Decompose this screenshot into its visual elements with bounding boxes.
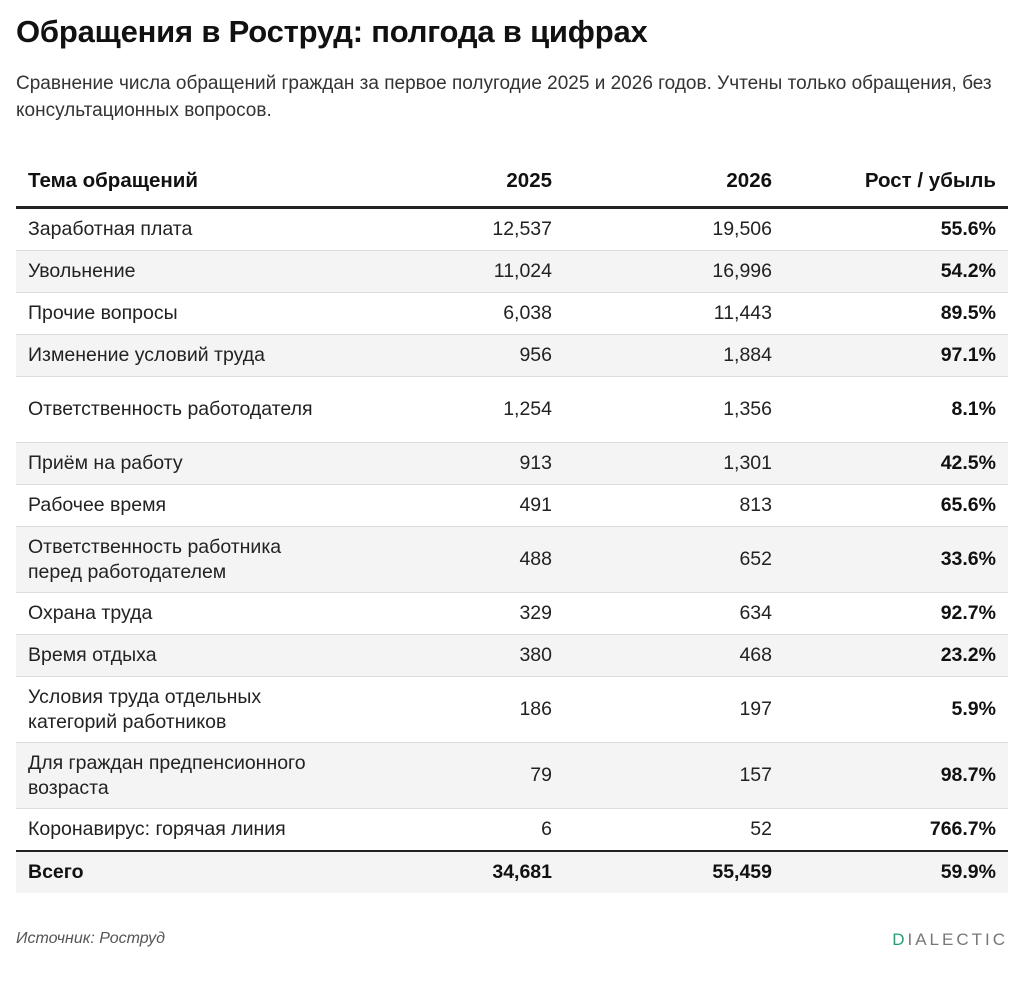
row-value-2025: 11,024	[346, 250, 564, 293]
row-value-2026: 157	[564, 742, 784, 809]
brand-logo-letter: D	[892, 930, 908, 949]
brand-logo-text: IALECTIC	[907, 930, 1008, 949]
brand-logo: DIALECTIC	[892, 930, 1008, 950]
column-header-2025: 2025	[346, 156, 564, 209]
row-change: 8.1%	[784, 376, 1008, 443]
row-change: 766.7%	[784, 808, 1008, 852]
table-row: Ответственность работника перед работода…	[16, 526, 1008, 593]
table-row: Коронавирус: горячая линия 6 52 766.7%	[16, 808, 1008, 852]
table-row: Увольнение 11,024 16,996 54.2%	[16, 250, 1008, 293]
row-value-2026: 197	[564, 676, 784, 743]
table-row: Время отдыха 380 468 23.2%	[16, 634, 1008, 677]
source-note: Источник: Роструд	[16, 930, 165, 947]
row-change: 42.5%	[784, 442, 1008, 485]
total-row: Всего 34,681 55,459 59.9%	[16, 851, 1008, 893]
table-row: Приём на работу 913 1,301 42.5%	[16, 442, 1008, 485]
row-topic: Заработная плата	[16, 207, 346, 251]
total-2025: 34,681	[346, 851, 564, 893]
row-topic: Ответственность работодателя	[16, 376, 346, 443]
table-row: Изменение условий труда 956 1,884 97.1%	[16, 334, 1008, 377]
row-topic: Время отдыха	[16, 634, 346, 677]
table-row: Заработная плата 12,537 19,506 55.6%	[16, 207, 1008, 251]
row-value-2025: 329	[346, 592, 564, 635]
page-title: Обращения в Роструд: полгода в цифрах	[16, 14, 648, 49]
total-change: 59.9%	[784, 851, 1008, 893]
page-subtitle: Сравнение числа обращений граждан за пер…	[16, 73, 992, 121]
row-value-2025: 79	[346, 742, 564, 809]
row-topic: Увольнение	[16, 250, 346, 293]
row-value-2025: 913	[346, 442, 564, 485]
row-change: 92.7%	[784, 592, 1008, 635]
row-change: 97.1%	[784, 334, 1008, 377]
row-value-2026: 652	[564, 526, 784, 593]
row-change: 23.2%	[784, 634, 1008, 677]
row-value-2026: 1,356	[564, 376, 784, 443]
row-value-2025: 491	[346, 484, 564, 527]
row-topic: Коронавирус: горячая линия	[16, 808, 346, 852]
row-value-2025: 6	[346, 808, 564, 852]
row-change: 98.7%	[784, 742, 1008, 809]
row-value-2026: 634	[564, 592, 784, 635]
row-value-2025: 956	[346, 334, 564, 377]
row-value-2025: 380	[346, 634, 564, 677]
data-table: Тема обращений 2025 2026 Рост / убыль За…	[16, 156, 1008, 893]
table-header: Тема обращений 2025 2026 Рост / убыль	[16, 156, 1008, 209]
column-header-2026: 2026	[564, 156, 784, 209]
row-value-2026: 468	[564, 634, 784, 677]
row-topic: Рабочее время	[16, 484, 346, 527]
row-value-2025: 1,254	[346, 376, 564, 443]
table-row: Охрана труда 329 634 92.7%	[16, 592, 1008, 635]
row-value-2026: 19,506	[564, 207, 784, 251]
table-row: Прочие вопросы 6,038 11,443 89.5%	[16, 292, 1008, 335]
total-2026: 55,459	[564, 851, 784, 893]
row-value-2026: 1,884	[564, 334, 784, 377]
row-topic: Приём на работу	[16, 442, 346, 485]
table-row: Рабочее время 491 813 65.6%	[16, 484, 1008, 527]
table-body: Заработная плата 12,537 19,506 55.6% Увольне…	[16, 207, 1008, 852]
row-change: 54.2%	[784, 250, 1008, 293]
table-total: Всего 34,681 55,459 59.9%	[16, 851, 1008, 893]
row-value-2026: 52	[564, 808, 784, 852]
row-change: 33.6%	[784, 526, 1008, 593]
row-value-2025: 6,038	[346, 292, 564, 335]
total-label: Всего	[16, 851, 346, 893]
row-value-2025: 12,537	[346, 207, 564, 251]
row-value-2026: 11,443	[564, 292, 784, 335]
table-row: Ответственность работодателя 1,254 1,356 8.…	[16, 376, 1008, 443]
row-change: 55.6%	[784, 207, 1008, 251]
row-topic: Изменение условий труда	[16, 334, 346, 377]
row-value-2026: 1,301	[564, 442, 784, 485]
row-change: 89.5%	[784, 292, 1008, 335]
column-header-topic: Тема обращений	[16, 156, 346, 209]
row-topic: Для граждан предпенсионного возраста	[16, 742, 346, 809]
table-row: Условия труда отдельных категорий работн…	[16, 676, 1008, 743]
row-value-2025: 488	[346, 526, 564, 593]
row-change: 65.6%	[784, 484, 1008, 527]
row-topic: Прочие вопросы	[16, 292, 346, 335]
column-header-change: Рост / убыль	[784, 156, 1008, 209]
row-value-2025: 186	[346, 676, 564, 743]
row-value-2026: 813	[564, 484, 784, 527]
table-row: Для граждан предпенсионного возраста 79 15…	[16, 742, 1008, 809]
row-topic: Ответственность работника перед работода…	[16, 526, 346, 593]
row-value-2026: 16,996	[564, 250, 784, 293]
row-change: 5.9%	[784, 676, 1008, 743]
row-topic: Охрана труда	[16, 592, 346, 635]
row-topic: Условия труда отдельных категорий работн…	[16, 676, 346, 743]
